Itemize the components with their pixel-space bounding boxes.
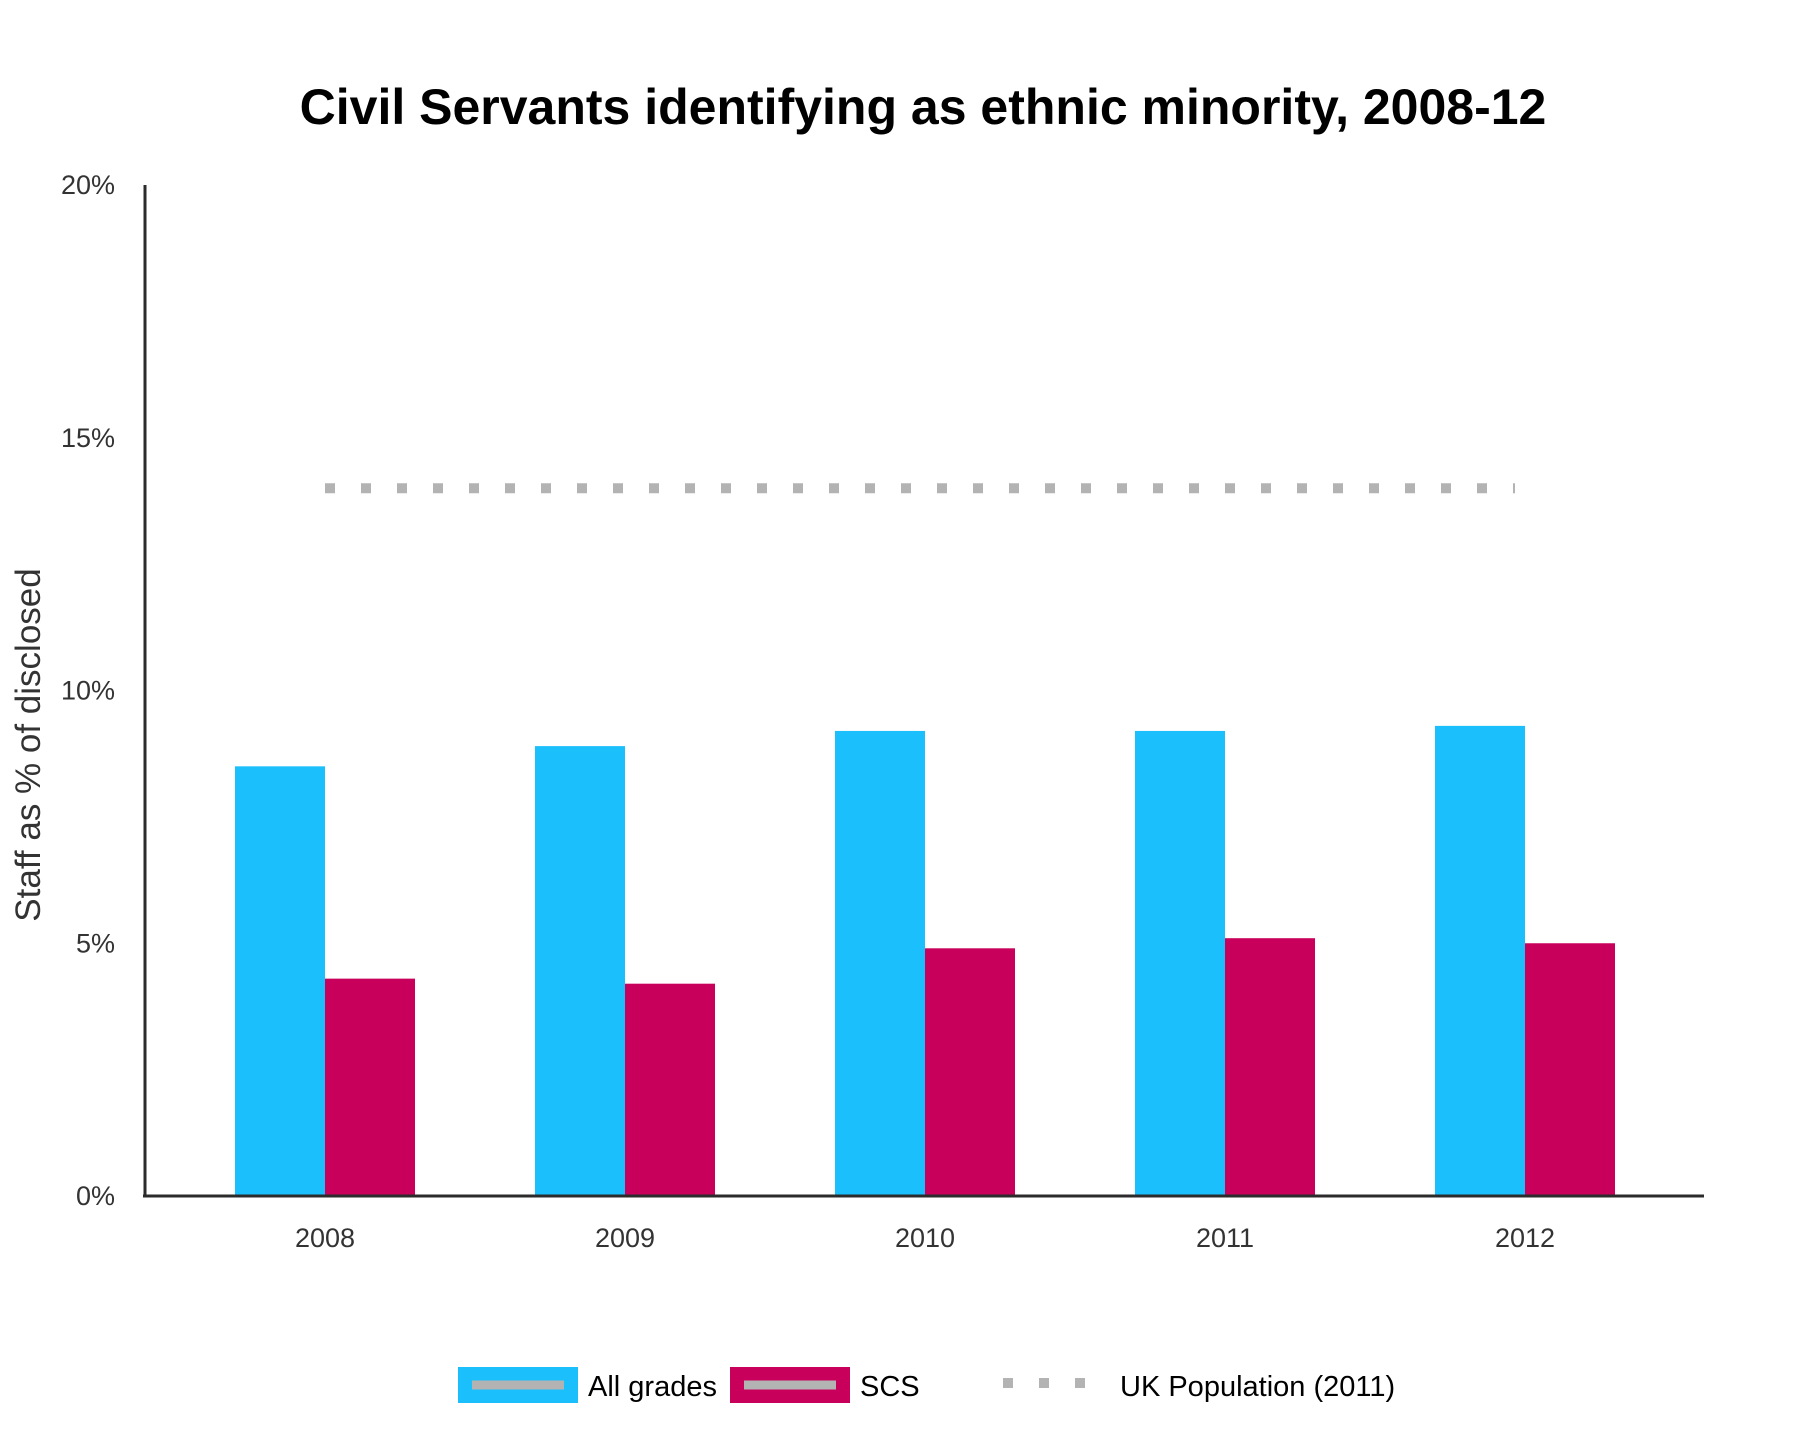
y-axis-ticks: 0% 5% 10% 15% 20% — [61, 170, 115, 1211]
x-tick-label: 2010 — [895, 1223, 955, 1253]
bar-all-grades-2012 — [1435, 725, 1525, 1196]
y-tick-label: 20% — [61, 170, 115, 200]
legend: All grades SCS UK Population (2011) — [458, 1367, 1395, 1403]
bar-scs-2010 — [925, 948, 1015, 1196]
bar-scs-2009 — [625, 983, 715, 1196]
y-tick-label: 10% — [61, 676, 115, 706]
x-tick-label: 2009 — [595, 1223, 655, 1253]
legend-label-all-grades: All grades — [588, 1371, 717, 1403]
y-axis-label: Staff as % of disclosed — [9, 568, 48, 921]
bars — [235, 725, 1615, 1196]
chart-title: Civil Servants identifying as ethnic min… — [300, 79, 1547, 135]
bar-scs-2012 — [1525, 943, 1615, 1196]
x-tick-label: 2011 — [1196, 1223, 1254, 1253]
bar-all-grades-2011 — [1135, 730, 1225, 1196]
y-tick-label: 0% — [76, 1181, 115, 1211]
bar-scs-2008 — [325, 978, 415, 1196]
legend-label-scs: SCS — [860, 1371, 920, 1403]
y-tick-label: 5% — [76, 928, 115, 958]
x-tick-label: 2008 — [295, 1223, 355, 1253]
legend-label-uk-population: UK Population (2011) — [1120, 1371, 1395, 1403]
bar-scs-2011 — [1225, 938, 1315, 1196]
bar-all-grades-2008 — [235, 766, 325, 1196]
x-axis-ticks: 2008 2009 2010 2011 2012 — [295, 1223, 1555, 1253]
bar-all-grades-2010 — [835, 730, 925, 1196]
bar-all-grades-2009 — [535, 746, 625, 1196]
y-tick-label: 15% — [61, 423, 115, 453]
x-tick-label: 2012 — [1495, 1223, 1555, 1253]
